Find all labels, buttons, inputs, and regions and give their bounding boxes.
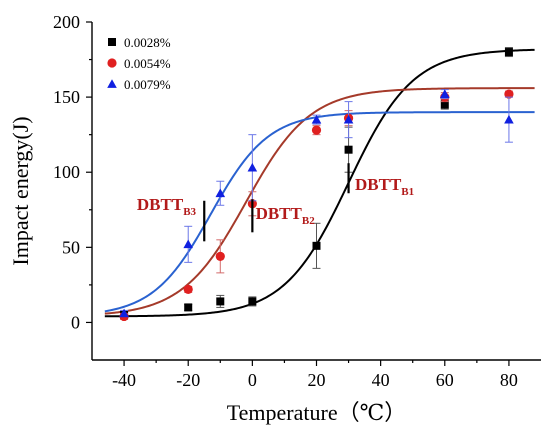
x-tick-label: 80 xyxy=(500,370,518,390)
data-point xyxy=(248,297,257,306)
y-tick-label: 50 xyxy=(62,237,80,257)
data-point xyxy=(344,145,353,154)
legend-label: 0.0028% xyxy=(124,35,171,50)
y-tick-label: 0 xyxy=(71,312,80,332)
dbtt-label-main: DBTT xyxy=(355,175,402,194)
data-point xyxy=(184,303,193,312)
x-tick-label: 40 xyxy=(372,370,390,390)
fit-curve xyxy=(104,48,535,318)
data-point xyxy=(215,251,225,261)
data-point xyxy=(216,297,225,306)
legend-marker xyxy=(108,38,116,46)
legend-marker xyxy=(107,58,117,68)
x-tick-label: 60 xyxy=(436,370,454,390)
dbtt-label-sub: B3 xyxy=(183,206,196,218)
x-axis-title: Temperature（℃） xyxy=(227,400,406,425)
x-tick-label: -20 xyxy=(176,370,200,390)
dbtt-label: DBTTB2 xyxy=(256,204,316,227)
data-point xyxy=(215,188,226,198)
y-tick-label: 100 xyxy=(53,162,80,182)
x-tick-label: 20 xyxy=(308,370,326,390)
axes: -40 -20 0 20 40 60 80 0 50 100 150 200 Temperature（℃… xyxy=(8,12,541,425)
data-point xyxy=(504,89,514,99)
fit-curve xyxy=(104,87,535,315)
data-point xyxy=(343,114,354,124)
data-point xyxy=(183,239,194,249)
data-point xyxy=(183,284,193,294)
dbtt-label-main: DBTT xyxy=(137,195,184,214)
fit-curves xyxy=(104,48,535,318)
legend: 0.0028% 0.0054% 0.0079% xyxy=(107,35,171,92)
x-tick-label: 0 xyxy=(248,370,257,390)
dbtt-label: DBTTB1 xyxy=(355,175,414,198)
legend-label: 0.0079% xyxy=(124,77,171,92)
y-tick-label: 200 xyxy=(53,12,80,32)
dbtt-label: DBTTB3 xyxy=(137,195,197,218)
data-point xyxy=(312,241,321,250)
fit-curve xyxy=(104,111,535,313)
data-point xyxy=(504,48,513,57)
y-axis-title: Impact energy(J) xyxy=(8,116,33,265)
data-point xyxy=(440,100,449,109)
x-tick-label: -40 xyxy=(112,370,136,390)
legend-label: 0.0054% xyxy=(124,56,171,71)
y-tick-label: 150 xyxy=(53,87,80,107)
data-point xyxy=(311,125,322,135)
dbtt-label-sub: B1 xyxy=(401,186,414,198)
data-points xyxy=(119,47,514,322)
legend-marker xyxy=(107,79,117,88)
dbtt-label-sub: B2 xyxy=(302,215,315,227)
dbtt-label-main: DBTT xyxy=(256,204,303,223)
data-point xyxy=(311,114,322,124)
data-point xyxy=(504,114,514,124)
data-point xyxy=(119,308,129,318)
data-point xyxy=(247,162,258,172)
data-point xyxy=(439,89,450,98)
